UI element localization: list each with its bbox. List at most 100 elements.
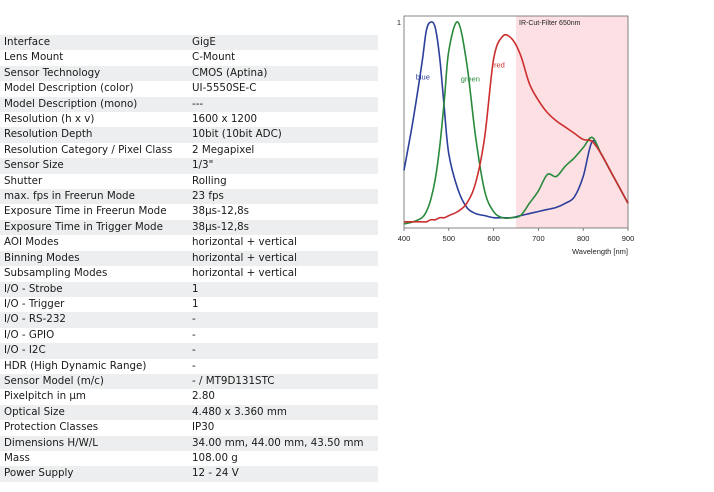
- spec-row: Sensor Size 1/3": [0, 158, 378, 174]
- x-axis-label: Wavelength [nm]: [572, 247, 628, 256]
- spec-row: Exposure Time in Trigger Mode 38µs-12,8s: [0, 219, 378, 236]
- spec-value: 10bit (10bit ADC): [188, 127, 378, 143]
- spec-value: -: [188, 327, 378, 344]
- spec-label: Subsampling Modes: [0, 266, 188, 282]
- spec-row: Pixelpitch in µm 2.80: [0, 389, 378, 405]
- spectral-response-chart: IR-Cut-Filter 650nm 400 500 600 700 800 900 1 Wa…: [397, 15, 635, 256]
- spec-label: Mass: [0, 450, 188, 467]
- spec-row: Exposure Time in Freerun Mode 38µs-12,8s: [0, 204, 378, 220]
- spec-label: Sensor Technology: [0, 65, 188, 82]
- spec-row: Model Description (mono) ---: [0, 96, 378, 113]
- spec-row: max. fps in Freerun Mode 23 fps: [0, 189, 378, 205]
- spec-value: 1: [188, 296, 378, 313]
- spec-row: Lens Mount C-Mount: [0, 50, 378, 66]
- x-tick-label: 600: [487, 234, 500, 243]
- spec-value: 1: [188, 281, 378, 297]
- spec-label: Exposure Time in Trigger Mode: [0, 219, 188, 236]
- spec-row: Protection Classes IP30: [0, 420, 378, 436]
- y-tick-label: 1: [397, 18, 401, 27]
- spec-value: - / MT9D131STC: [188, 373, 378, 390]
- spec-value: -: [188, 358, 378, 374]
- spec-row: I/O - GPIO -: [0, 327, 378, 344]
- spec-label: Model Description (mono): [0, 96, 188, 113]
- spec-value: 34.00 mm, 44.00 mm, 43.50 mm: [188, 435, 378, 451]
- spec-value: Rolling: [188, 173, 378, 190]
- spec-label: Dimensions H/W/L: [0, 435, 188, 451]
- spec-label: I/O - RS-232: [0, 312, 188, 328]
- spec-row: HDR (High Dynamic Range) -: [0, 358, 378, 374]
- spec-label: Sensor Model (m/c): [0, 373, 188, 390]
- series-line-red: [403, 33, 629, 223]
- spec-label: Resolution Depth: [0, 127, 188, 143]
- x-tick-label: 800: [577, 234, 590, 243]
- ir-cut-label: IR-Cut-Filter 650nm: [519, 20, 581, 27]
- spec-value: C-Mount: [188, 50, 378, 66]
- spec-row: I/O - RS-232-: [0, 312, 378, 328]
- spec-value: 38µs-12,8s: [188, 219, 378, 236]
- spec-value: UI-5550SE-C: [188, 81, 378, 97]
- spec-value: horizontal + vertical: [188, 235, 378, 251]
- spec-row: Optical Size 4.480 x 3.360 mm: [0, 404, 378, 421]
- spec-label: Model Description (color): [0, 81, 188, 97]
- spec-label: AOI Modes: [0, 235, 188, 251]
- spec-label: I/O - I2C: [0, 343, 188, 359]
- spec-value: 1/3": [188, 158, 378, 174]
- spec-label: Shutter: [0, 173, 188, 190]
- spec-row: Resolution (h x v) 1600 x 1200: [0, 112, 378, 128]
- spec-row: Mass 108.00 g: [0, 450, 378, 467]
- spec-label: Exposure Time in Freerun Mode: [0, 204, 188, 220]
- spec-label: Protection Classes: [0, 420, 188, 436]
- spec-value: 4.480 x 3.360 mm: [188, 404, 378, 421]
- spec-row: Subsampling Modes horizontal + vertical: [0, 266, 378, 282]
- spec-value: 23 fps: [188, 189, 378, 205]
- spec-value: ---: [188, 96, 378, 113]
- spec-value: -: [188, 312, 378, 328]
- spec-value: 12 - 24 V: [188, 466, 378, 482]
- spec-label: I/O - Trigger: [0, 296, 188, 313]
- x-tick-label: 700: [532, 234, 545, 243]
- spec-row: I/O - Strobe 1: [0, 281, 378, 297]
- spec-row: Shutter Rolling: [0, 173, 378, 190]
- spec-label: Resolution Category / Pixel Class: [0, 142, 188, 159]
- x-tick-label: 400: [398, 234, 411, 243]
- ir-cut-region: [516, 16, 628, 228]
- spec-label: Pixelpitch in µm: [0, 389, 188, 405]
- spec-label: Lens Mount: [0, 50, 188, 66]
- spec-value: IP30: [188, 420, 378, 436]
- spec-value: horizontal + vertical: [188, 250, 378, 267]
- x-tick-label: 500: [443, 234, 456, 243]
- spec-label: Interface: [0, 35, 188, 51]
- spec-label: Sensor Size: [0, 158, 188, 174]
- spec-row: Sensor Model (m/c) - / MT9D131STC: [0, 373, 378, 390]
- spec-value: 1600 x 1200: [188, 112, 378, 128]
- spec-value: 108.00 g: [188, 450, 378, 467]
- spec-label: Power Supply: [0, 466, 188, 482]
- series-label-blue: blue: [416, 73, 430, 82]
- spec-label: Optical Size: [0, 404, 188, 421]
- spec-value: GigE: [188, 35, 378, 51]
- spec-table: Interface GigE Lens Mount C-Mount Sensor Tec…: [0, 35, 378, 482]
- spec-value: -: [188, 343, 378, 359]
- spec-row: I/O - I2C -: [0, 343, 378, 359]
- spec-label: Binning Modes: [0, 250, 188, 267]
- spec-value: CMOS (Aptina): [188, 65, 378, 82]
- series-line-green: [403, 21, 629, 225]
- spec-label: I/O - Strobe: [0, 281, 188, 297]
- series-label-green: green: [461, 75, 480, 84]
- spec-row: Model Description (color) UI-5550SE-C: [0, 81, 378, 97]
- spec-row: Sensor Technology CMOS (Aptina): [0, 65, 378, 82]
- spec-row: Binning Modes horizontal + vertical: [0, 250, 378, 267]
- series-label-red: red: [494, 60, 505, 69]
- spec-label: Resolution (h x v): [0, 112, 188, 128]
- spec-label: max. fps in Freerun Mode: [0, 189, 188, 205]
- spec-value: horizontal + vertical: [188, 266, 378, 282]
- spec-row: AOI Modes horizontal + vertical: [0, 235, 378, 251]
- spec-label: I/O - GPIO: [0, 327, 188, 344]
- spec-row: Interface GigE: [0, 35, 378, 51]
- spec-row: Resolution Category / Pixel Class 2 Megap…: [0, 142, 378, 159]
- spec-row: Resolution Depth 10bit (10bit ADC): [0, 127, 378, 143]
- spec-row: Dimensions H/W/L 34.00 mm, 44.00 mm, 43.5…: [0, 435, 378, 451]
- spec-label: HDR (High Dynamic Range): [0, 358, 188, 374]
- x-tick-label: 900: [622, 234, 635, 243]
- spec-row: Power Supply 12 - 24 V: [0, 466, 378, 482]
